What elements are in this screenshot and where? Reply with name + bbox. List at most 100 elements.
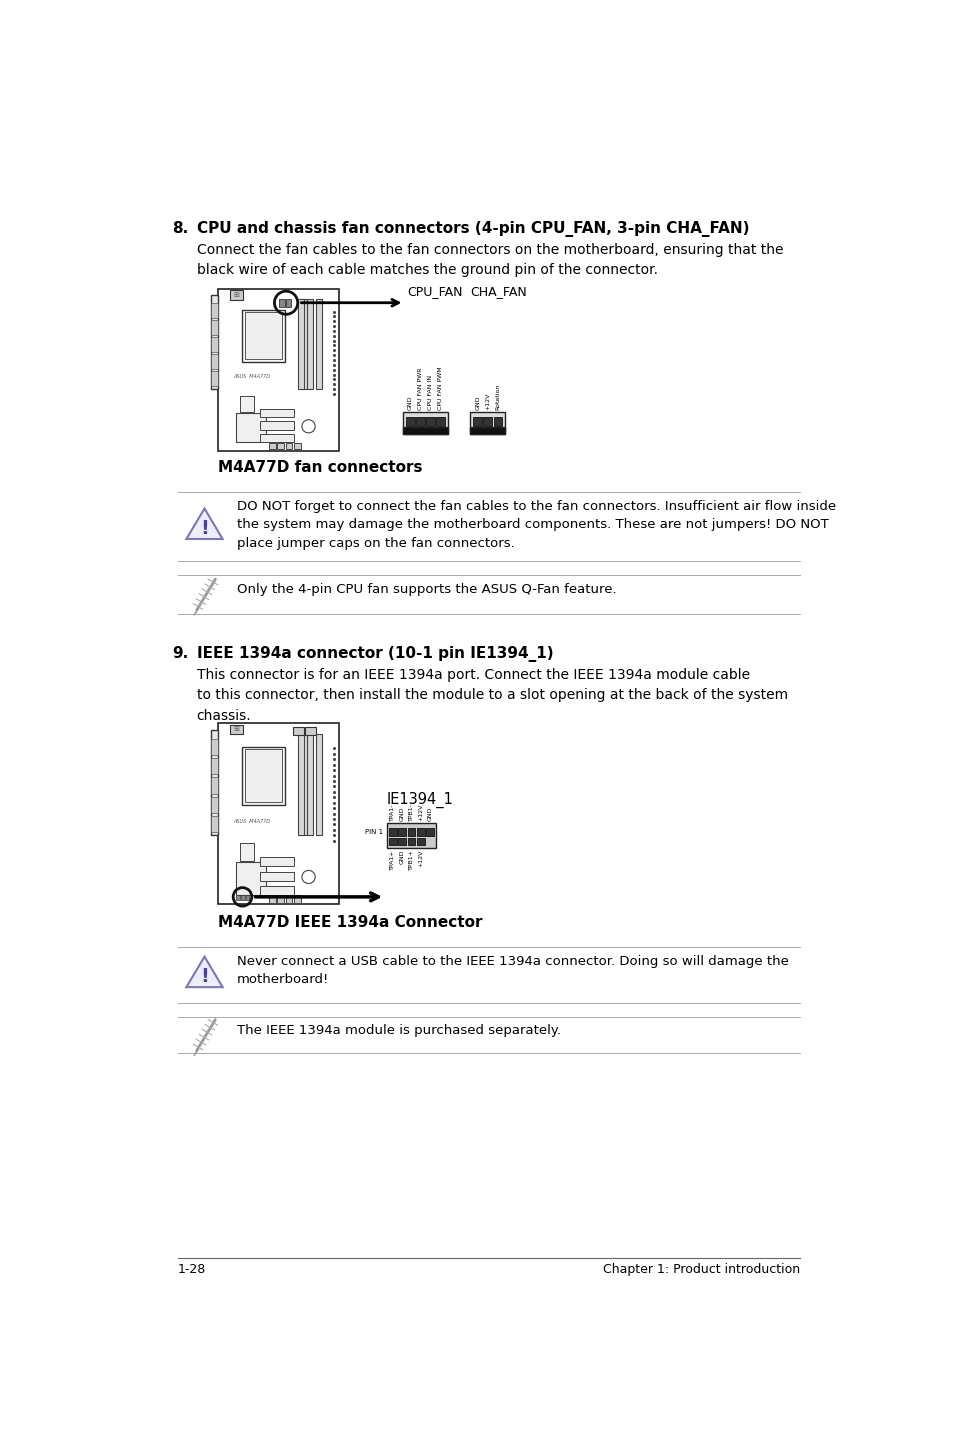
Bar [211, 730, 218, 835]
Text: CPU and chassis fan connectors (4-pin CPU_FAN, 3-pin CHA_FAN): CPU and chassis fan connectors (4-pin CP… [196, 221, 748, 238]
Bar [305, 727, 315, 736]
Bar [277, 442, 284, 450]
Text: Chapter 1: Product introduction: Chapter 1: Product introduction [602, 1263, 799, 1276]
Bar [212, 778, 217, 793]
Bar [236, 414, 266, 442]
Bar [416, 829, 424, 836]
Bar [297, 735, 303, 835]
Bar [260, 408, 294, 417]
Text: +12V: +12V [417, 849, 423, 866]
Text: Never connect a USB cable to the IEEE 1394a connector. Doing so will damage the
: Never connect a USB cable to the IEEE 13… [236, 955, 788, 987]
Text: CPU FAN PWM: CPU FAN PWM [437, 367, 442, 410]
Bar [297, 299, 303, 390]
Bar [245, 895, 249, 899]
Bar [211, 295, 218, 390]
Bar [277, 895, 284, 902]
Text: This connector is for an IEEE 1394a port. Connect the IEEE 1394a module cable
to: This connector is for an IEEE 1394a port… [196, 667, 787, 723]
Bar [212, 338, 217, 352]
Text: GND: GND [399, 849, 404, 863]
Text: M4A77D fan connectors: M4A77D fan connectors [218, 460, 422, 475]
Text: GND: GND [427, 808, 432, 822]
Bar [242, 309, 284, 362]
Bar [236, 862, 266, 895]
Text: CPU FAN IN: CPU FAN IN [428, 375, 433, 410]
Text: ⊞: ⊞ [233, 292, 239, 298]
Bar [407, 829, 415, 836]
Bar [212, 354, 217, 369]
Bar [389, 838, 396, 845]
Text: Only the 4-pin CPU fan supports the ASUS Q-Fan feature.: Only the 4-pin CPU fan supports the ASUS… [236, 583, 616, 596]
Bar [286, 299, 292, 306]
Bar [212, 304, 217, 318]
Bar [236, 895, 240, 899]
Text: 1-28: 1-28 [178, 1263, 206, 1276]
Bar [483, 418, 492, 425]
Bar [389, 829, 396, 836]
Bar [212, 371, 217, 385]
Bar [397, 829, 406, 836]
Bar [473, 418, 481, 425]
Bar [285, 895, 292, 902]
Text: !: ! [200, 518, 209, 538]
Text: Connect the fan cables to the fan connectors on the motherboard, ensuring that t: Connect the fan cables to the fan connec… [196, 242, 782, 278]
Text: ⊞: ⊞ [233, 726, 239, 732]
Bar [293, 727, 303, 736]
Bar [260, 886, 294, 895]
Bar [493, 418, 501, 425]
Bar [241, 895, 245, 899]
Text: TPA1+: TPA1+ [390, 849, 395, 869]
Bar [240, 842, 254, 861]
Text: IEEE 1394a connector (10-1 pin IE1394_1): IEEE 1394a connector (10-1 pin IE1394_1) [196, 646, 553, 662]
Bar [212, 796, 217, 812]
Text: M4A77D IEEE 1394a Connector: M4A77D IEEE 1394a Connector [218, 915, 482, 929]
Bar [245, 312, 282, 359]
Text: CPU FAN PWR: CPU FAN PWR [417, 367, 422, 410]
Bar [402, 428, 447, 434]
Text: 8.: 8. [172, 221, 188, 236]
Text: +12V: +12V [417, 805, 423, 822]
Text: 9.: 9. [172, 646, 188, 662]
Bar [315, 735, 321, 835]
Bar [212, 739, 217, 756]
Text: DO NOT forget to connect the fan cables to the fan connectors. Insufficient air : DO NOT forget to connect the fan cables … [236, 500, 835, 550]
Text: GND: GND [475, 395, 479, 410]
Text: Rotation: Rotation [495, 384, 499, 410]
Text: TPA1-: TPA1- [390, 803, 395, 822]
Bar [416, 418, 424, 425]
Text: CPU_FAN: CPU_FAN [406, 285, 462, 298]
Bar [426, 418, 435, 425]
Bar [294, 895, 300, 902]
Bar [212, 816, 217, 832]
Bar [300, 735, 307, 835]
Text: +12V: +12V [485, 392, 490, 410]
Bar [231, 291, 243, 299]
Text: CHA_FAN: CHA_FAN [470, 285, 526, 298]
Bar [285, 442, 292, 450]
Bar [426, 829, 434, 836]
Text: GND: GND [407, 395, 413, 410]
Bar [307, 735, 313, 835]
Bar [294, 442, 300, 450]
Bar [218, 723, 338, 904]
Bar [242, 746, 284, 805]
Bar [402, 412, 447, 434]
Bar [470, 428, 505, 434]
Bar [260, 421, 294, 430]
Bar [245, 749, 282, 802]
Bar [218, 289, 338, 451]
Text: ASUS  M4A77D: ASUS M4A77D [233, 819, 270, 823]
Text: ASUS  M4A77D: ASUS M4A77D [233, 374, 270, 379]
Bar [407, 838, 415, 845]
Text: !: ! [200, 967, 209, 987]
Text: PIN 1: PIN 1 [365, 829, 383, 835]
Bar [386, 823, 436, 848]
Bar [231, 725, 243, 735]
Text: The IEEE 1394a module is purchased separately.: The IEEE 1394a module is purchased separ… [236, 1024, 560, 1037]
Bar [416, 838, 424, 845]
Bar [260, 434, 294, 442]
Bar [470, 412, 505, 434]
Text: TPB1+: TPB1+ [409, 849, 414, 871]
Bar [260, 872, 294, 881]
Polygon shape [186, 508, 222, 538]
Bar [269, 895, 275, 902]
